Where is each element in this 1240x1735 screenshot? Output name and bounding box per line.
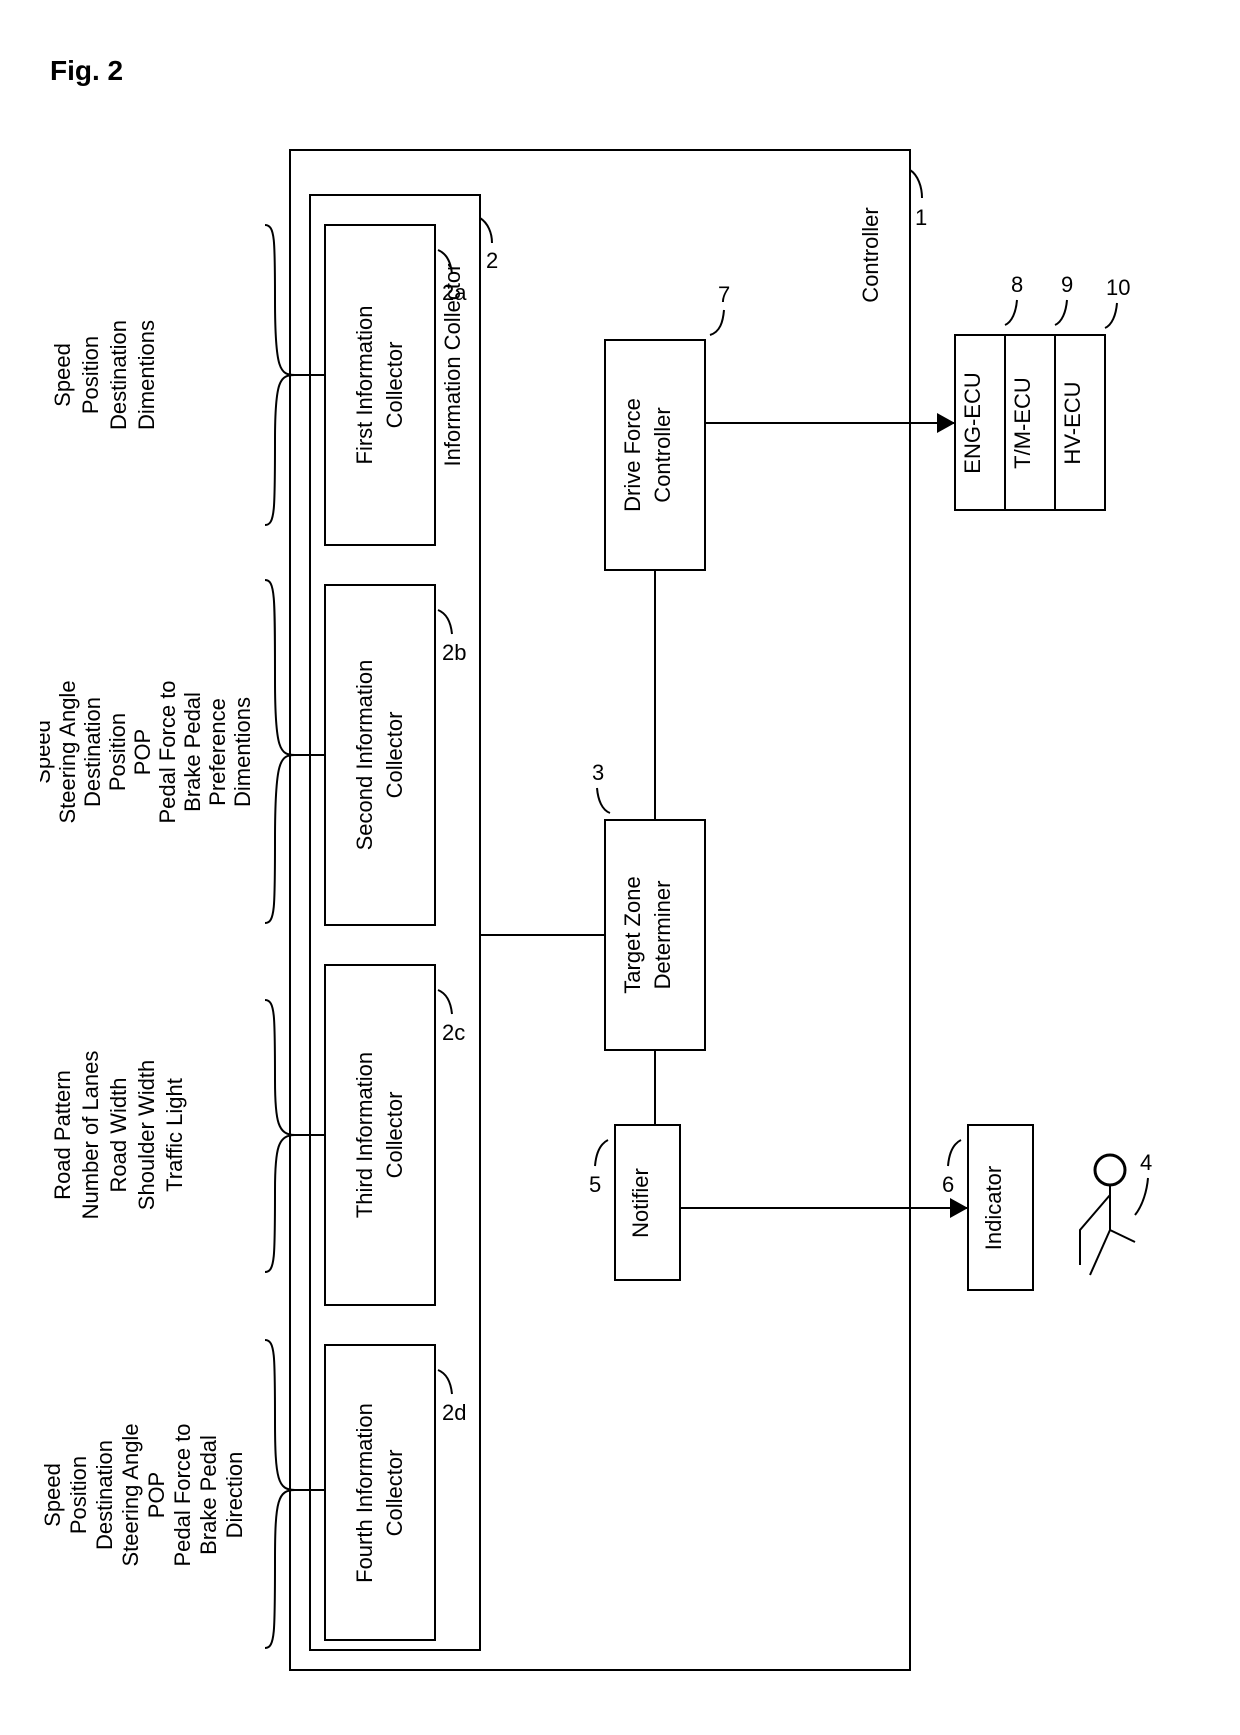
collector-a-l2: Collector (382, 342, 407, 429)
notifier-label: Notifier (628, 1168, 653, 1238)
controller-num: 1 (915, 205, 927, 230)
input-label: POP (144, 1472, 169, 1518)
indicator-num: 6 (942, 1172, 954, 1197)
person-num: 4 (1140, 1150, 1152, 1175)
target-l2: Determiner (650, 881, 675, 990)
tm-ecu-num: 9 (1061, 272, 1073, 297)
collector-d-l2: Collector (382, 1450, 407, 1537)
input-label: Speed (40, 1463, 65, 1527)
collector-b-l2: Collector (382, 712, 407, 799)
target-l1: Target Zone (620, 876, 645, 993)
input-label: Position (78, 336, 103, 414)
input-label: Position (105, 713, 130, 791)
collector-c-l2: Collector (382, 1092, 407, 1179)
input-label: Position (66, 1456, 91, 1534)
input-label: Dimentions (230, 697, 255, 807)
drive-l2: Controller (650, 407, 675, 502)
input-label: Pedal Force to (155, 680, 180, 823)
input-label: Direction (222, 1452, 247, 1539)
collector-b-l1: Second Information (352, 660, 377, 851)
input-label: Road Pattern (50, 1070, 75, 1200)
inputs-a: SpeedPositionDestinationDimentions (50, 320, 159, 430)
arrowhead-indicator (950, 1198, 968, 1218)
hv-ecu-label: HV-ECU (1060, 381, 1085, 464)
hv-ecu-num: 10 (1106, 275, 1130, 300)
input-label: Destination (80, 697, 105, 807)
input-label: Dimentions (134, 320, 159, 430)
input-label: Steering Angle (118, 1423, 143, 1566)
drive-num: 7 (718, 282, 730, 307)
collector-b-box (325, 585, 435, 925)
input-label: Destination (92, 1440, 117, 1550)
collector-a-l1: First Information (352, 306, 377, 465)
eng-ecu-num: 8 (1011, 272, 1023, 297)
collector-b-num: 2b (442, 640, 466, 665)
indicator-label: Indicator (981, 1166, 1006, 1250)
collector-d-l1: Fourth Information (352, 1403, 377, 1583)
input-label: Shoulder Width (134, 1060, 159, 1210)
collector-c-l1: Third Information (352, 1052, 377, 1218)
inputs-c: Road PatternNumber of LanesRoad WidthSho… (50, 1051, 187, 1220)
collector-c-box (325, 965, 435, 1305)
input-label: Speed (50, 343, 75, 407)
eng-ecu-label: ENG-ECU (960, 372, 985, 473)
input-label: Number of Lanes (78, 1051, 103, 1220)
collector-d-box (325, 1345, 435, 1640)
collector-c-num: 2c (442, 1020, 465, 1045)
drive-l1: Drive Force (620, 398, 645, 512)
collector-a-num: 2a (442, 280, 467, 305)
input-label: Brake Pedal (196, 1435, 221, 1555)
controller-label: Controller (858, 207, 883, 302)
collector-a-box (325, 225, 435, 545)
input-label: Traffic Light (162, 1078, 187, 1192)
input-label: Road Width (106, 1078, 131, 1193)
input-label: Brake Pedal (180, 692, 205, 812)
input-label: Pedal Force to (170, 1423, 195, 1566)
controller-num-leader (910, 170, 922, 198)
inputs-d: SpeedPositionDestinationSteering AnglePO… (40, 1423, 247, 1566)
input-label: Speed (40, 720, 55, 784)
collector-d-num: 2d (442, 1400, 466, 1425)
person-icon: 4 (1080, 1150, 1152, 1275)
target-num: 3 (592, 760, 604, 785)
figure-label: Fig. 2 (50, 55, 123, 86)
inputs-b: SpeedSteering AngleDestinationPositionPO… (40, 680, 255, 823)
info-collector-num: 2 (486, 248, 498, 273)
input-label: Steering Angle (55, 680, 80, 823)
arrowhead-ecu (937, 413, 955, 433)
tm-ecu-label: T/M-ECU (1010, 377, 1035, 469)
input-label: Preference (205, 698, 230, 806)
block-diagram: Fig. 2 Controller 1 Information Collecto… (40, 40, 1200, 1695)
notifier-num: 5 (589, 1172, 601, 1197)
input-label: POP (130, 729, 155, 775)
input-label: Destination (106, 320, 131, 430)
